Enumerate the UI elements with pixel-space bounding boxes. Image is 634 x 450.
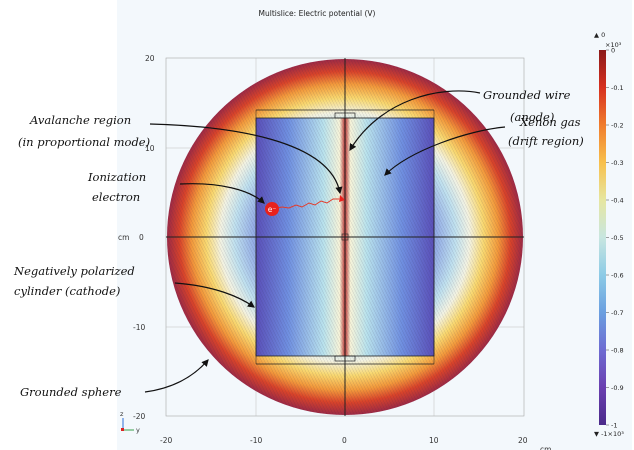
plot-title: Multislice: Electric potential (V) — [258, 9, 376, 18]
arrow-ionization — [179, 183, 265, 204]
label-anode: (anode) — [510, 110, 554, 124]
x-tick-0: 0 — [342, 436, 347, 445]
colorbar-tick-label: 0 — [611, 47, 615, 55]
colorbar-tick-label: -0.7 — [611, 309, 624, 317]
x-tick-20: 20 — [518, 436, 528, 445]
triad-z-label: z — [120, 410, 124, 418]
arrow-cathode — [174, 282, 255, 308]
y-unit: cm — [118, 233, 129, 242]
wire-marker — [341, 233, 349, 241]
colorbar-scale-top: ×10³ — [605, 41, 622, 49]
colorbar-top-marker: ▲ 0 — [594, 31, 605, 39]
label-grounded-wire: Grounded wire — [483, 88, 571, 102]
y-tick-neg10: -10 — [133, 323, 145, 332]
y-tick-neg20: -20 — [133, 412, 145, 421]
colorbar-tick-label: -0.2 — [611, 122, 624, 130]
label-electron: electron — [92, 190, 140, 204]
axis-triad: z y — [120, 410, 140, 434]
colorbar-tick-label: -0.4 — [611, 197, 624, 205]
label-negatively-polarized: Negatively polarized — [13, 264, 135, 278]
electron-symbol: e⁻ — [268, 205, 277, 214]
colorbar: ▲ 0 ×10³ 0 -0.1 -0.2 -0.3 -0.4 -0.5 -0.6 -0.7 -0… — [594, 31, 624, 438]
label-grounded-sphere: Grounded sphere — [20, 385, 122, 399]
triad-y-label: y — [136, 426, 140, 434]
colorbar-tick-label: -0.3 — [611, 159, 624, 167]
y-tick-0: 0 — [139, 233, 144, 242]
label-ionization: Ionization — [87, 170, 146, 184]
electron-icon — [265, 202, 279, 216]
x-tick-10: 10 — [429, 436, 439, 445]
arrow-grounded-wire — [349, 90, 481, 152]
x-tick-neg10: -10 — [250, 436, 262, 445]
arrow-avalanche — [149, 123, 343, 195]
avalanche-triangle — [339, 195, 345, 202]
colorbar-bottom-marker: ▼ -1×10³ — [594, 430, 624, 438]
colorbar-tick-label: -1 — [611, 422, 617, 430]
electron-track — [272, 198, 339, 210]
colorbar-tick-label: -0.8 — [611, 347, 624, 355]
arrow-sphere — [144, 359, 209, 393]
colorbar-tick-label: -0.6 — [611, 272, 624, 280]
label-xenon: Xenon gas — [519, 115, 581, 129]
colorbar-gradient — [599, 50, 606, 425]
label-proportional: (in proportional mode) — [18, 135, 150, 149]
x-unit: cm — [540, 445, 551, 450]
colorbar-tick-label: -0.5 — [611, 234, 624, 242]
y-tick-10: 10 — [145, 144, 155, 153]
label-drift-region: (drift region) — [508, 134, 584, 148]
colorbar-tick-label: -0.9 — [611, 384, 624, 392]
colorbar-tick-label: -0.1 — [611, 84, 624, 92]
annotations: Grounded wire (anode) Xenon gas (drift r… — [13, 88, 584, 399]
x-tick-neg20: -20 — [160, 436, 172, 445]
label-cathode: cylinder (cathode) — [14, 284, 120, 298]
label-avalanche: Avalanche region — [29, 113, 131, 127]
arrow-xenon — [384, 126, 506, 176]
y-tick-20: 20 — [145, 54, 155, 63]
